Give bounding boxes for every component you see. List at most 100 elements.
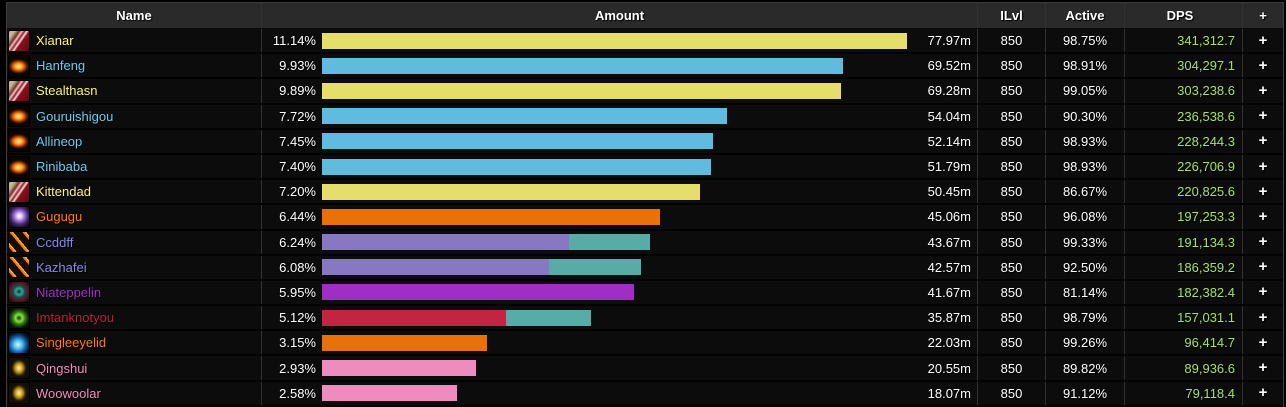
player-name[interactable]: Ccddff [36, 234, 74, 250]
player-name[interactable]: Hanfeng [36, 58, 86, 74]
item-level: 850 [1000, 108, 1023, 124]
player-name[interactable]: Gugugu [36, 209, 83, 225]
column-header-ilvl[interactable]: ILvl [977, 3, 1045, 28]
expand-row-button[interactable]: + [1258, 107, 1268, 125]
player-name[interactable]: Kazhafei [36, 259, 87, 275]
column-header-expand-all[interactable]: + [1242, 3, 1283, 28]
player-name[interactable]: Stealthasn [36, 83, 98, 99]
damage-percent: 7.20% [279, 184, 316, 200]
damage-percent: 7.40% [279, 159, 316, 175]
expand-row-button[interactable]: + [1258, 308, 1268, 326]
table-row[interactable]: Ccddff 6.24% 43.67m 850 99.33% 191,134.3 … [7, 230, 1283, 256]
table-row[interactable]: Gugugu 6.44% 45.06m 850 96.08% 197,253.3 … [7, 205, 1283, 231]
damage-bar-track [322, 183, 907, 200]
player-name[interactable]: Woowoolar [36, 385, 101, 401]
damage-amount: 77.97m [927, 33, 971, 49]
damage-amount: 22.03m [927, 335, 971, 351]
dps-value: 197,253.3 [1177, 209, 1235, 225]
damage-bar-track [322, 259, 907, 276]
damage-bar [322, 234, 650, 251]
column-header-active[interactable]: Active [1045, 3, 1124, 28]
expand-row-button[interactable]: + [1258, 56, 1268, 74]
damage-bar-track [322, 208, 907, 225]
damage-bar-track [322, 385, 907, 402]
damage-amount: 45.06m [927, 209, 971, 225]
expand-row-button[interactable]: + [1258, 333, 1268, 351]
expand-row-button[interactable]: + [1258, 283, 1268, 301]
column-header-amount[interactable]: Amount [261, 3, 977, 28]
expand-row-button[interactable]: + [1258, 157, 1268, 175]
player-name[interactable]: Singleeyelid [36, 335, 107, 351]
table-header-row: Name Amount ILvl Active DPS + [7, 3, 1283, 29]
damage-bar [322, 385, 458, 402]
active-percent: 86.67% [1062, 184, 1108, 200]
item-level: 850 [1000, 83, 1023, 99]
damage-bar [322, 208, 661, 225]
active-percent: 99.26% [1062, 335, 1108, 351]
item-level: 850 [1000, 284, 1023, 300]
expand-row-button[interactable]: + [1258, 258, 1268, 276]
active-percent: 99.33% [1062, 234, 1108, 250]
fire-mage-spec-icon [8, 130, 30, 153]
player-name[interactable]: Gouruishigou [36, 108, 114, 124]
damage-percent: 9.89% [279, 83, 316, 99]
item-level: 850 [1000, 259, 1023, 275]
dps-value: 186,359.2 [1177, 259, 1235, 275]
damage-bar-track [322, 360, 907, 377]
table-row[interactable]: Qingshui 2.93% 20.55m 850 89.82% 89,936.6… [7, 356, 1283, 382]
expand-row-button[interactable]: + [1258, 132, 1268, 150]
dps-value: 157,031.1 [1177, 310, 1235, 326]
rogue-spec-icon [8, 180, 30, 203]
dps-value: 96,414.7 [1184, 335, 1235, 351]
table-row[interactable]: Imtanknotyou 5.12% 35.87m 850 98.79% 157,… [7, 306, 1283, 332]
expand-row-button[interactable]: + [1258, 182, 1268, 200]
damage-percent: 2.93% [279, 360, 316, 376]
expand-row-button[interactable]: + [1258, 233, 1268, 251]
damage-amount: 54.04m [927, 108, 971, 124]
player-name[interactable]: Xianar [36, 33, 74, 49]
player-name[interactable]: Kittendad [36, 184, 91, 200]
dps-value: 303,238.6 [1177, 83, 1235, 99]
rogue-spec-icon [8, 79, 30, 102]
damage-amount: 43.67m [927, 234, 971, 250]
damage-bar [322, 32, 907, 49]
rogue-spec-icon [8, 29, 30, 52]
table-row[interactable]: Woowoolar 2.58% 18.07m 850 91.12% 79,118.… [7, 381, 1283, 407]
warlock-spec-icon [8, 231, 30, 254]
damage-percent: 3.15% [279, 335, 316, 351]
damage-bar-track [322, 57, 907, 74]
player-name[interactable]: Qingshui [36, 360, 88, 376]
table-row[interactable]: Kazhafei 6.08% 42.57m 850 92.50% 186,359.… [7, 255, 1283, 281]
expand-row-button[interactable]: + [1258, 81, 1268, 99]
damage-bar-track [322, 334, 907, 351]
expand-row-button[interactable]: + [1258, 384, 1268, 402]
table-row[interactable]: Kittendad 7.20% 50.45m 850 86.67% 220,825… [7, 180, 1283, 206]
table-row[interactable]: Rinibaba 7.40% 51.79m 850 98.93% 226,706.… [7, 154, 1283, 181]
table-row[interactable]: Hanfeng 9.93% 69.52m 850 98.91% 304,297.1… [7, 54, 1283, 80]
item-level: 850 [1000, 133, 1023, 149]
damage-amount: 41.67m [927, 284, 971, 300]
table-row[interactable]: Stealthasn 9.89% 69.28m 850 99.05% 303,23… [7, 79, 1283, 105]
column-header-name[interactable]: Name [116, 8, 152, 23]
player-name[interactable]: Allineop [36, 133, 83, 149]
item-level: 850 [1000, 33, 1023, 49]
expand-row-button[interactable]: + [1258, 207, 1268, 225]
dps-value: 220,825.6 [1177, 184, 1235, 200]
active-percent: 98.79% [1062, 310, 1108, 326]
expand-row-button[interactable]: + [1258, 31, 1268, 49]
table-row[interactable]: Singleeyelid 3.15% 22.03m 850 99.26% 96,4… [7, 331, 1283, 357]
column-header-dps[interactable]: DPS [1124, 3, 1242, 28]
damage-bar [322, 82, 842, 99]
active-percent: 98.93% [1062, 133, 1108, 149]
table-row[interactable]: Allineop 7.45% 52.14m 850 98.93% 228,244.… [7, 129, 1283, 155]
player-name[interactable]: Niateppelin [36, 284, 102, 300]
damage-amount: 42.57m [927, 259, 971, 275]
player-name[interactable]: Rinibaba [36, 159, 88, 175]
player-name[interactable]: Imtanknotyou [36, 310, 115, 326]
table-row[interactable]: Niateppelin 5.95% 41.67m 850 81.14% 182,3… [7, 280, 1283, 307]
table-row[interactable]: Xianar 11.14% 77.97m 850 98.75% 341,312.7… [7, 29, 1283, 55]
damage-bar-track [322, 108, 907, 125]
expand-row-button[interactable]: + [1258, 359, 1268, 377]
damage-percent: 6.08% [279, 259, 316, 275]
table-row[interactable]: Gouruishigou 7.72% 54.04m 850 90.30% 236,… [7, 104, 1283, 130]
